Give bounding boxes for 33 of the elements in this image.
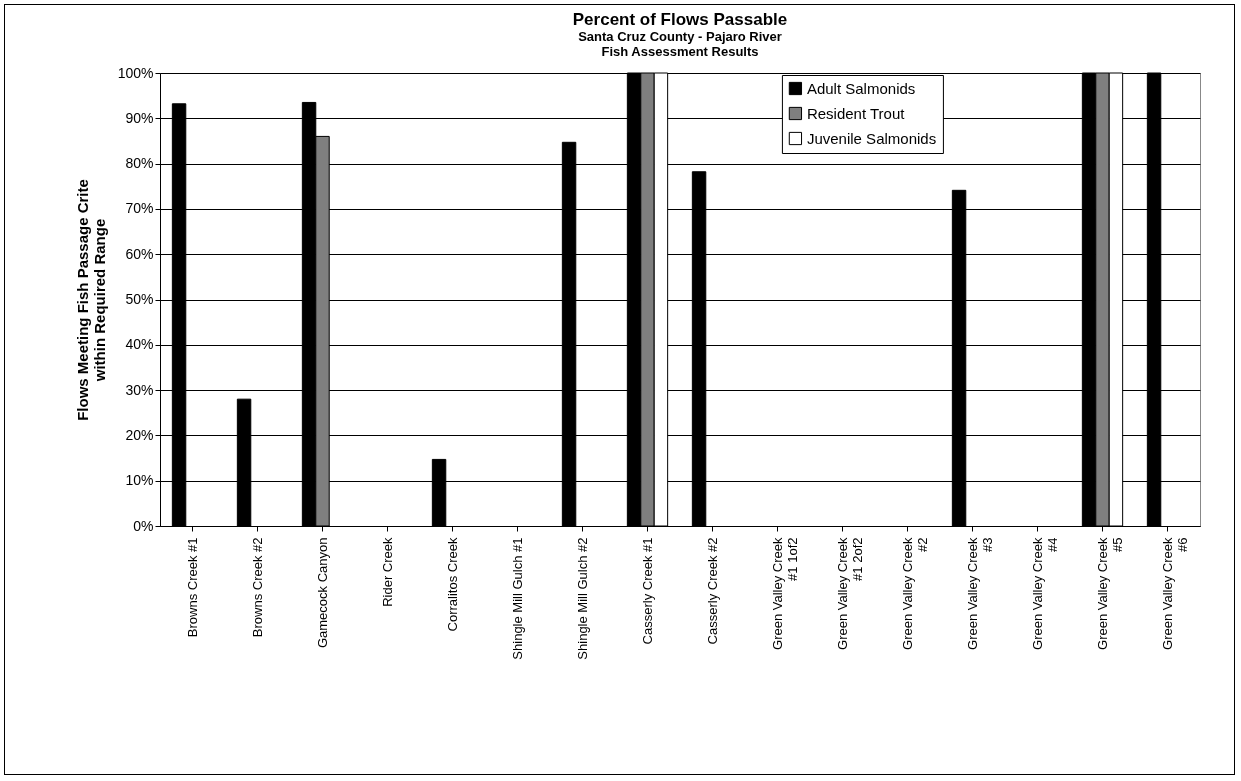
legend-label: Juvenile Salmonids (806, 129, 937, 147)
y-tick-label: 30% (125, 381, 154, 398)
x-tick-label: Casserly Creek #1 (639, 537, 655, 645)
y-tick-label: 80% (125, 155, 154, 172)
x-tick-label: Green Valley Creek #6 (1159, 537, 1190, 650)
y-tick-label: 50% (125, 291, 154, 307)
x-tick-label: Browns Creek #2 (249, 537, 265, 638)
y-tick-label: 60% (125, 245, 154, 262)
y-tick-label: 0% (133, 517, 154, 534)
x-tick-label: Shingle Mill Gulch #1 (509, 537, 525, 660)
y-axis-title: Flows Meeting Fish Passage Crite within Required Range (73, 179, 108, 421)
x-tick-label: Green Valley Creek #1 1of2 (769, 537, 800, 650)
y-tick-label: 40% (125, 336, 154, 353)
legend-label: Adult Salmonids (806, 79, 916, 97)
x-tick-label: Shingle Mill Gulch #2 (574, 537, 590, 660)
y-tick-label: 90% (125, 109, 154, 126)
legend-label: Resident Trout (806, 104, 906, 122)
x-tick-label: Rider Creek (379, 537, 395, 607)
y-tick-label: 70% (125, 200, 154, 217)
chart-subtitle: Santa Cruz County - Pajaro River Fish Assessment Results (578, 29, 782, 59)
x-tick-label: Green Valley Creek #5 (1094, 537, 1125, 650)
x-tick-label: Browns Creek #1 (184, 537, 200, 638)
x-tick-label: Casserly Creek #2 (704, 537, 720, 645)
chart-title: Percent of Flows Passable (572, 10, 788, 29)
x-tick-label: Green Valley Creek #1 2of2 (834, 537, 865, 650)
x-tick-label: Green Valley Creek #3 (964, 537, 995, 650)
x-tick-label: Gamecock Canyon (314, 537, 330, 649)
y-tick-label: 10% (125, 472, 154, 489)
x-tick-label: Green Valley Creek #2 (899, 537, 930, 650)
y-tick-label: 100% (117, 64, 154, 81)
x-tick-label: Green Valley Creek #4 (1029, 537, 1060, 650)
x-tick-label: Corralitos Creek (444, 537, 460, 632)
y-tick-label: 20% (125, 426, 154, 443)
